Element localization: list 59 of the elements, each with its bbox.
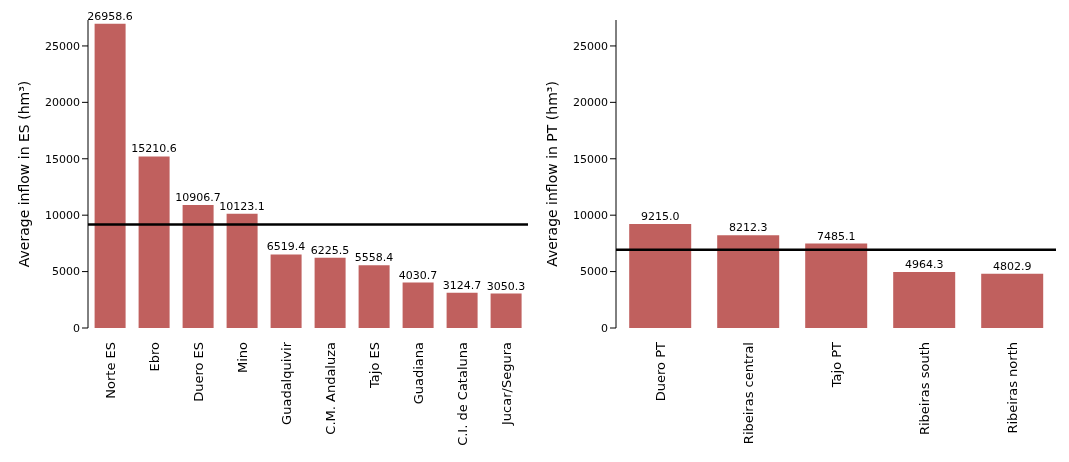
y-tick-label: 15000 xyxy=(45,152,80,166)
x-tick-label: Ribeiras south xyxy=(916,342,932,436)
bar xyxy=(358,265,390,328)
data-label: 3124.7 xyxy=(442,278,482,292)
bar xyxy=(893,271,956,328)
bar xyxy=(490,293,522,328)
data-label: 7485.1 xyxy=(816,229,856,243)
y-tick-label: 10000 xyxy=(45,209,80,223)
bar xyxy=(717,235,780,328)
x-tick-label: Duero PT xyxy=(652,341,668,402)
y-tick-label: 0 xyxy=(601,321,608,335)
data-label: 4030.7 xyxy=(398,268,438,282)
x-tick-label: Jucar/Segura xyxy=(498,342,514,426)
data-label: 15210.6 xyxy=(131,142,177,156)
bar xyxy=(226,213,258,328)
bar xyxy=(314,257,346,328)
x-tick-label: C.M. Andaluza xyxy=(322,342,338,435)
x-tick-label: Ebro xyxy=(146,341,162,372)
y-tick-label: 20000 xyxy=(45,96,80,110)
data-label: 8212.3 xyxy=(728,221,768,235)
data-label: 9215.0 xyxy=(640,210,680,224)
x-tick-label: Duero ES xyxy=(190,342,206,402)
y-axis-title: Average inflow in PT (hm³) xyxy=(543,81,560,267)
bar xyxy=(138,156,170,328)
y-tick-label: 10000 xyxy=(573,209,608,223)
x-tick-label: Ribeiras central xyxy=(740,342,756,445)
data-label: 4802.9 xyxy=(992,259,1032,273)
x-tick-label: Guadiana xyxy=(410,342,426,405)
data-label: 4964.3 xyxy=(904,257,944,271)
y-tick-label: 5000 xyxy=(52,265,80,279)
y-tick-label: 5000 xyxy=(580,265,608,279)
y-tick-label: 20000 xyxy=(573,96,608,110)
bar xyxy=(446,292,478,328)
y-tick-label: 25000 xyxy=(573,39,608,53)
bar xyxy=(94,23,126,328)
y-tick-label: 0 xyxy=(73,321,80,335)
data-label: 3050.3 xyxy=(486,279,526,293)
x-tick-label: C.I. de Cataluna xyxy=(454,342,470,446)
bar xyxy=(981,273,1044,328)
bar xyxy=(402,282,434,328)
x-tick-label: Ribeiras north xyxy=(1004,342,1020,434)
data-label: 26958.6 xyxy=(87,9,133,23)
data-label: 10123.1 xyxy=(219,199,265,213)
data-label: 6519.4 xyxy=(266,240,306,254)
x-tick-label: Tajo PT xyxy=(828,341,844,389)
x-tick-label: Tajo ES xyxy=(366,342,382,389)
data-label: 6225.5 xyxy=(310,243,350,257)
data-label: 10906.7 xyxy=(175,190,221,204)
bar xyxy=(629,224,692,328)
x-tick-label: Mino xyxy=(234,341,250,374)
y-axis-title: Average inflow in ES (hm³) xyxy=(15,80,32,268)
bar xyxy=(270,254,302,328)
bar xyxy=(805,243,868,328)
y-tick-label: 25000 xyxy=(45,39,80,53)
x-tick-label: Norte ES xyxy=(102,342,118,399)
y-tick-label: 15000 xyxy=(573,152,608,166)
x-tick-label: Guadalquivir xyxy=(278,341,294,425)
bar xyxy=(182,204,214,328)
data-label: 5558.4 xyxy=(354,251,394,265)
